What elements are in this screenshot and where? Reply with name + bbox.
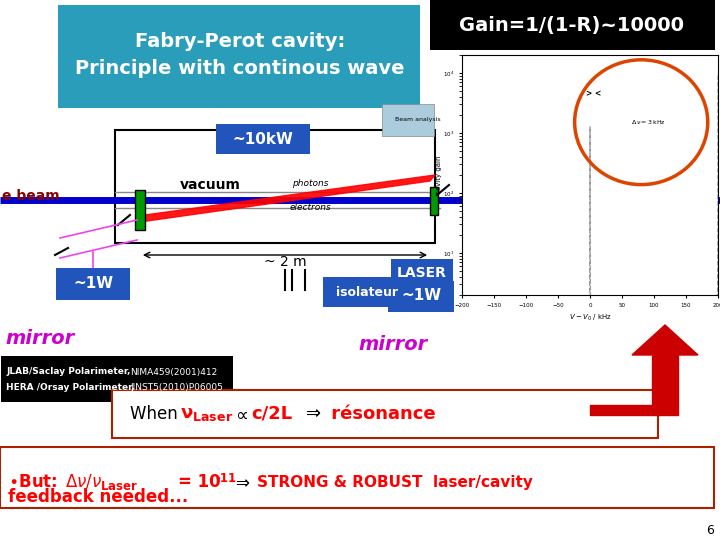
Text: e beam: e beam [2, 189, 60, 203]
Text: vacuum: vacuum [179, 178, 240, 192]
Text: <: < [594, 89, 600, 98]
Text: c/2L: c/2L [251, 405, 292, 423]
Text: $\Rightarrow$: $\Rightarrow$ [232, 473, 251, 491]
Text: ~1W: ~1W [401, 288, 441, 303]
FancyBboxPatch shape [382, 104, 434, 136]
Text: STRONG & ROBUST  laser/cavity: STRONG & ROBUST laser/cavity [257, 475, 533, 489]
Text: $\Rightarrow$: $\Rightarrow$ [296, 405, 321, 423]
Text: résonance: résonance [325, 405, 436, 423]
Text: Fabry-Perot cavity:
Principle with continous wave: Fabry-Perot cavity: Principle with conti… [76, 32, 405, 78]
Text: ~ 2 m: ~ 2 m [264, 255, 306, 269]
Text: $\mathbf{\nu_{Laser}}$: $\mathbf{\nu_{Laser}}$ [180, 405, 233, 423]
FancyBboxPatch shape [0, 447, 714, 508]
Text: $\Delta\,\nu = 3\,\mathrm{kHz}$: $\Delta\,\nu = 3\,\mathrm{kHz}$ [631, 118, 666, 126]
Text: -11: -11 [215, 471, 236, 484]
Text: $\bullet$But:: $\bullet$But: [8, 473, 60, 491]
Text: $\Delta\nu/\nu_{\mathbf{Laser}}$: $\Delta\nu/\nu_{\mathbf{Laser}}$ [65, 472, 138, 492]
FancyBboxPatch shape [391, 259, 453, 287]
Text: 6: 6 [706, 523, 714, 537]
Polygon shape [140, 175, 435, 222]
X-axis label: $V - V_0$ / kHz: $V - V_0$ / kHz [569, 313, 611, 323]
FancyBboxPatch shape [115, 130, 435, 243]
FancyBboxPatch shape [323, 277, 412, 307]
Text: photons: photons [292, 179, 328, 187]
FancyBboxPatch shape [58, 5, 420, 108]
Text: When: When [130, 405, 183, 423]
FancyBboxPatch shape [430, 0, 715, 50]
Text: ~10kW: ~10kW [233, 132, 294, 146]
Text: NIMA459(2001)412: NIMA459(2001)412 [130, 368, 217, 376]
FancyBboxPatch shape [388, 281, 454, 312]
FancyBboxPatch shape [56, 268, 130, 300]
FancyBboxPatch shape [112, 390, 658, 438]
Text: electrons: electrons [289, 204, 331, 213]
FancyBboxPatch shape [216, 124, 310, 154]
Y-axis label: cavity gain: cavity gain [436, 156, 441, 194]
Text: mirror: mirror [5, 328, 74, 348]
Text: Gain=1/(1-R)~10000: Gain=1/(1-R)~10000 [459, 16, 685, 35]
Text: JINST5(2010)P06005: JINST5(2010)P06005 [130, 383, 223, 393]
FancyBboxPatch shape [1, 356, 233, 402]
Text: Beam analysis: Beam analysis [395, 118, 441, 123]
Text: >: > [585, 89, 591, 98]
Polygon shape [632, 325, 698, 355]
FancyBboxPatch shape [430, 187, 438, 215]
Text: ~1W: ~1W [73, 276, 113, 292]
Text: $\propto$: $\propto$ [232, 405, 248, 423]
Text: JLAB/Saclay Polarimeter,: JLAB/Saclay Polarimeter, [6, 368, 130, 376]
Text: LASER: LASER [397, 266, 447, 280]
Text: mirror: mirror [358, 335, 427, 354]
FancyBboxPatch shape [135, 190, 145, 230]
Text: = 10: = 10 [178, 473, 220, 491]
Text: feedback needed...: feedback needed... [8, 488, 188, 506]
Text: isolateur: isolateur [336, 286, 398, 299]
Text: HERA /Orsay Polarimeter,: HERA /Orsay Polarimeter, [6, 383, 135, 393]
